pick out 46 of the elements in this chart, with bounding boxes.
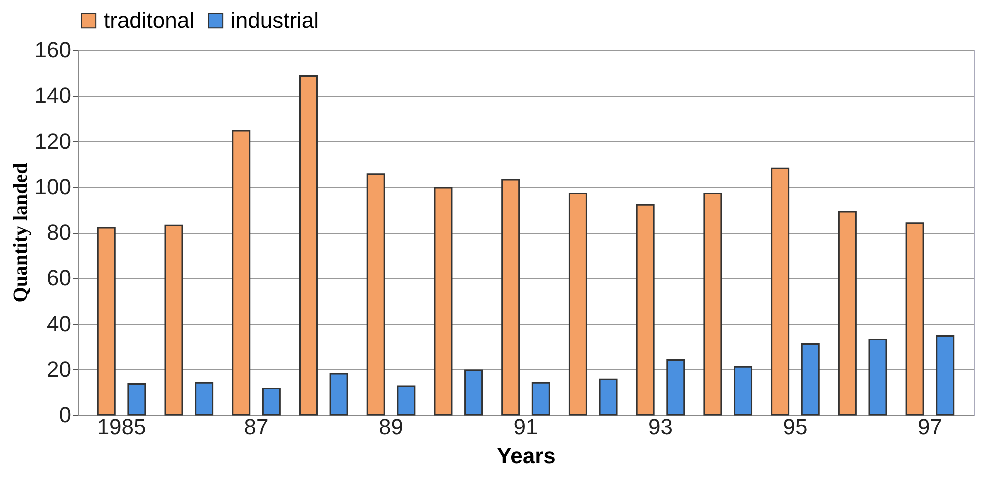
- bar: [838, 211, 857, 416]
- bar: [397, 386, 416, 416]
- y-tick-label: 0: [59, 402, 72, 428]
- bar: [568, 192, 588, 416]
- bar: [366, 174, 386, 416]
- bar: [128, 383, 146, 416]
- y-tick-label: 100: [34, 174, 72, 200]
- bar: [502, 179, 520, 416]
- bar: [330, 373, 348, 416]
- y-tick-label: 140: [34, 83, 72, 108]
- bar: [636, 204, 655, 416]
- x-tick-label: 97: [918, 414, 942, 440]
- bar: [704, 192, 722, 416]
- x-tick-label: 95: [783, 414, 808, 440]
- y-tick-label: 80: [47, 220, 72, 245]
- bar: [868, 338, 888, 416]
- bar: [434, 187, 453, 416]
- x-tick-label: 87: [244, 414, 269, 440]
- x-tick-label: 91: [514, 414, 538, 440]
- bar: [936, 336, 955, 416]
- x-tick-label: 89: [379, 414, 404, 440]
- bar: [97, 227, 116, 416]
- bar: [666, 360, 686, 416]
- bar: [906, 222, 924, 416]
- bar: [299, 75, 318, 416]
- bar: [801, 344, 820, 416]
- bar: [464, 370, 484, 416]
- y-tick-label: 20: [47, 356, 72, 382]
- bar: [734, 366, 753, 416]
- y-tick-label: 160: [34, 38, 72, 62]
- y-tick-label: 60: [47, 266, 72, 291]
- bar: [262, 388, 281, 416]
- bar: [532, 382, 550, 416]
- bar: [599, 378, 618, 416]
- x-tick-label: 1985: [97, 414, 146, 440]
- x-axis-title: Years: [497, 444, 556, 468]
- x-tick-label: 93: [648, 414, 673, 440]
- y-tick-label: 120: [34, 128, 72, 154]
- y-axis-title: Quantity landed: [10, 163, 32, 303]
- bar: [164, 224, 184, 416]
- bar: [195, 382, 214, 416]
- y-tick-label: 40: [47, 311, 72, 336]
- bar: [771, 168, 790, 416]
- bar: [232, 130, 251, 416]
- legend-label: industrial: [231, 8, 320, 33]
- legend-label: traditonal: [104, 8, 195, 33]
